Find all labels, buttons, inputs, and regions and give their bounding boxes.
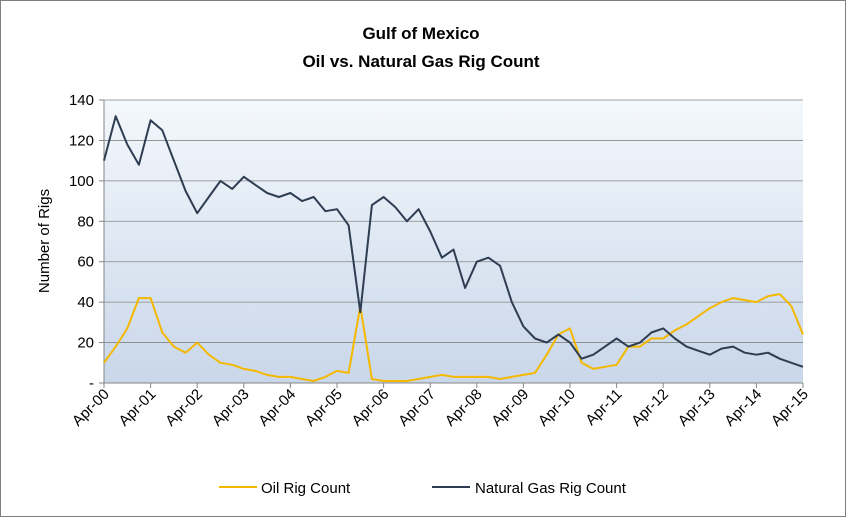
chart-subtitle: Oil vs. Natural Gas Rig Count bbox=[302, 52, 539, 71]
x-tick-label: Apr-09 bbox=[488, 386, 532, 430]
y-tick-label: 140 bbox=[69, 92, 94, 109]
x-tick-label: Apr-04 bbox=[255, 386, 299, 430]
x-tick-label: Apr-10 bbox=[535, 386, 579, 430]
x-tick-label: Apr-07 bbox=[395, 386, 439, 430]
x-tick-label: Apr-13 bbox=[675, 386, 719, 430]
y-tick-label: 80 bbox=[77, 213, 94, 230]
x-tick-label: Apr-06 bbox=[349, 386, 393, 430]
y-axis-ticks: - 20 40 60 80 100 120 140 bbox=[69, 92, 104, 392]
y-tick-label: 60 bbox=[77, 254, 94, 271]
x-axis-ticks: Apr-00 Apr-01 Apr-02 Apr-03 Apr-04 Apr-05 Apr-… bbox=[69, 383, 812, 430]
x-tick-label: Apr-02 bbox=[162, 386, 206, 430]
x-tick-label: Apr-15 bbox=[768, 386, 812, 430]
x-tick-label: Apr-12 bbox=[628, 386, 672, 430]
x-tick-label: Apr-05 bbox=[302, 386, 346, 430]
legend-gas-label: Natural Gas Rig Count bbox=[475, 480, 627, 497]
x-tick-label: Apr-03 bbox=[209, 386, 253, 430]
natural-gas-rig-count-line bbox=[103, 115, 804, 368]
oil-rig-count-line bbox=[103, 293, 804, 382]
y-tick-label: 20 bbox=[77, 335, 94, 352]
series-layer bbox=[103, 115, 804, 382]
x-tick-label: Apr-08 bbox=[442, 386, 486, 430]
x-tick-label: Apr-14 bbox=[721, 386, 765, 430]
chart-title: Gulf of Mexico bbox=[362, 24, 479, 43]
x-tick-label: Apr-01 bbox=[116, 386, 160, 430]
plot-area bbox=[104, 100, 803, 383]
x-tick-label: Apr-11 bbox=[582, 386, 625, 429]
y-tick-label: - bbox=[89, 375, 94, 392]
y-tick-label: 40 bbox=[77, 294, 94, 311]
legend-oil-label: Oil Rig Count bbox=[261, 480, 351, 497]
y-tick-label: 100 bbox=[69, 173, 94, 190]
y-axis-title: Number of Rigs bbox=[36, 189, 53, 293]
x-tick-label: Apr-00 bbox=[69, 386, 113, 430]
legend: Oil Rig Count Natural Gas Rig Count bbox=[219, 480, 627, 497]
y-tick-label: 120 bbox=[69, 132, 94, 149]
